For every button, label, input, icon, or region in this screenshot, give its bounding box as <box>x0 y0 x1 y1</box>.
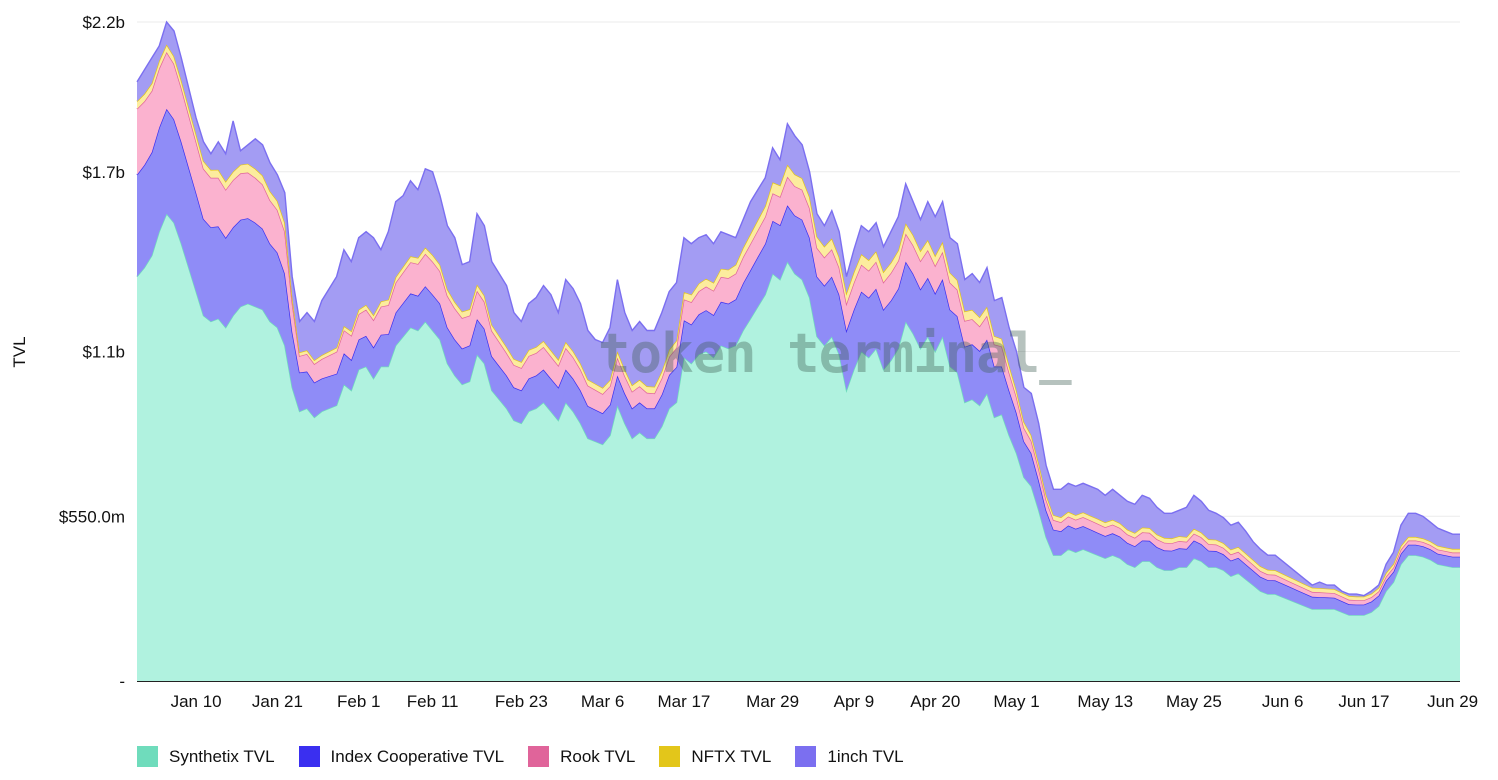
x-tick-label: Jun 6 <box>1262 692 1304 711</box>
legend-swatch-synthetix <box>137 746 158 767</box>
y-tick-label: $2.2b <box>82 13 125 32</box>
x-tick-label: Feb 11 <box>407 692 459 711</box>
legend-swatch-rook <box>528 746 550 767</box>
legend-swatch-nftx <box>659 746 681 767</box>
x-tick-label: Mar 29 <box>746 692 799 711</box>
x-tick-label: Jan 10 <box>171 692 222 711</box>
legend-label-synthetix: Synthetix TVL <box>169 746 275 766</box>
x-tick-label: Feb 1 <box>337 692 380 711</box>
legend-label-index-cooperative: Index Cooperative TVL <box>330 746 505 766</box>
y-axis-ticks: - $550.0m $1.1b $1.7b $2.2b <box>59 13 125 691</box>
x-tick-label: Jun 17 <box>1338 692 1389 711</box>
legend-label-1inch: 1inch TVL <box>827 746 904 766</box>
legend-item-index-cooperative[interactable]: Index Cooperative TVL <box>298 746 505 767</box>
x-tick-label: May 25 <box>1166 692 1222 711</box>
watermark-logo: token terminal_ <box>598 322 1072 385</box>
x-tick-label: Apr 20 <box>910 692 960 711</box>
legend-item-rook[interactable]: Rook TVL <box>528 746 635 767</box>
x-tick-label: May 1 <box>993 692 1039 711</box>
y-tick-label: $550.0m <box>59 507 125 526</box>
y-axis-title: TVL <box>10 336 29 367</box>
legend-item-nftx[interactable]: NFTX TVL <box>659 746 771 767</box>
legend: Synthetix TVL Index Cooperative TVL Rook… <box>137 746 904 767</box>
x-tick-label: Jan 21 <box>252 692 303 711</box>
legend-swatch-index-cooperative <box>298 746 320 767</box>
x-tick-label: Mar 17 <box>657 692 710 711</box>
x-tick-label: Apr 9 <box>834 692 875 711</box>
y-tick-label: $1.7b <box>82 163 125 182</box>
y-tick-label: $1.1b <box>82 343 125 362</box>
stacked-areas <box>136 20 1460 681</box>
x-tick-label: May 13 <box>1077 692 1133 711</box>
y-tick-label: - <box>119 672 125 691</box>
legend-swatch-1inch <box>795 746 817 767</box>
x-tick-label: Feb 23 <box>495 692 548 711</box>
line-1inch-tvl <box>136 20 1460 597</box>
legend-label-rook: Rook TVL <box>560 746 636 766</box>
legend-item-synthetix[interactable]: Synthetix TVL <box>137 746 275 767</box>
x-tick-label: Mar 6 <box>581 692 624 711</box>
x-tick-label: Jun 29 <box>1427 692 1478 711</box>
x-axis-ticks: Jan 10 Jan 21 Feb 1 Feb 11 Feb 23 Mar 6 Mar 17… <box>171 692 1479 711</box>
area-synthetix-tvl <box>137 213 1460 681</box>
legend-label-nftx: NFTX TVL <box>691 746 772 766</box>
legend-item-1inch[interactable]: 1inch TVL <box>795 746 904 767</box>
line-nftx-tvl <box>136 43 1460 598</box>
